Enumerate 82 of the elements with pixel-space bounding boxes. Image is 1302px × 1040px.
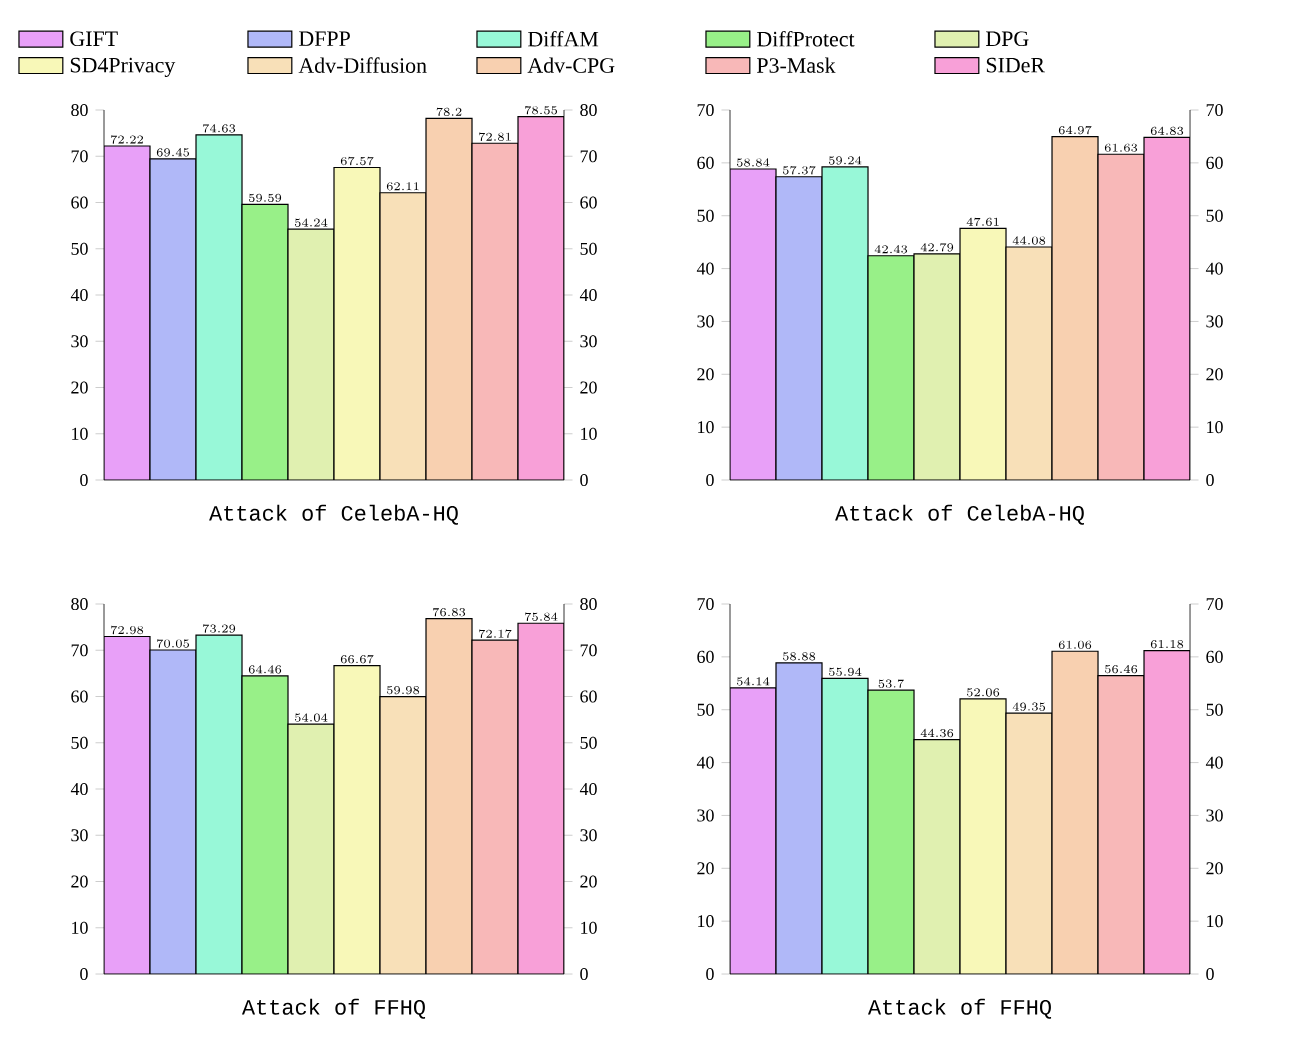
y2-tick-label: 40 <box>579 782 597 796</box>
y2-tick-label: 50 <box>1206 703 1223 716</box>
y2-tick-label: 10 <box>1207 421 1223 434</box>
legend-label: Adv-Diffusion <box>298 57 427 73</box>
legend-label: P3-Mask <box>757 57 836 73</box>
y-tick-label: 60 <box>697 156 714 169</box>
y2-tick-label: 80 <box>580 103 597 117</box>
y2-tick-label: 0 <box>1206 967 1214 981</box>
y2-tick-label: 60 <box>580 690 597 703</box>
y-tick-label: 30 <box>71 829 88 842</box>
y2-tick-label: 30 <box>580 335 597 348</box>
y2-tick-label: 70 <box>580 150 597 163</box>
y-tick-label: 60 <box>71 690 88 703</box>
y-tick-label: 40 <box>696 262 714 275</box>
y2-tick-label: 60 <box>1206 650 1223 663</box>
y2-tick-label: 80 <box>580 597 597 611</box>
text: Attack of CelebA-HQ <box>835 504 1084 525</box>
y-tick-label: 30 <box>697 809 714 822</box>
y2-tick-label: 10 <box>1207 915 1223 928</box>
y-tick-label: 0 <box>706 473 714 487</box>
y-tick-label: 40 <box>70 288 88 302</box>
y-tick-label: 0 <box>80 473 88 487</box>
y2-tick-label: 20 <box>580 381 597 394</box>
y-tick-label: 20 <box>697 862 714 875</box>
y-tick-label: 10 <box>698 915 714 928</box>
y-tick-label: 70 <box>71 644 88 657</box>
legend-label: DPG <box>986 31 1029 47</box>
legend-label: DFPP <box>299 31 350 46</box>
y2-tick-label: 30 <box>580 829 597 842</box>
y2-tick-label: 10 <box>581 427 597 440</box>
y2-tick-label: 40 <box>1205 756 1223 769</box>
legend-label: GIFT <box>70 31 118 47</box>
y-tick-label: 40 <box>70 782 88 796</box>
y2-tick-label: 70 <box>1206 597 1223 611</box>
y-tick-label: 80 <box>71 597 88 611</box>
text: Attack of FFHQ <box>867 998 1052 1019</box>
y-tick-label: 10 <box>72 427 88 440</box>
y2-tick-label: 40 <box>579 288 597 302</box>
y2-tick-label: 50 <box>1206 209 1223 222</box>
y-tick-label: 60 <box>71 196 88 209</box>
y2-tick-label: 20 <box>1206 368 1223 381</box>
y2-tick-label: 0 <box>1206 473 1214 487</box>
y2-tick-label: 30 <box>1206 809 1223 822</box>
y-tick-label: 10 <box>698 421 714 434</box>
legend-label: Adv-CPG <box>527 57 615 73</box>
y2-tick-label: 10 <box>581 921 597 934</box>
y2-tick-label: 40 <box>1205 262 1223 275</box>
y-tick-label: 60 <box>697 650 714 663</box>
y-tick-label: 70 <box>697 597 714 611</box>
y2-tick-label: 50 <box>580 242 597 255</box>
text: Attack of FFHQ <box>241 998 426 1019</box>
y-tick-label: 50 <box>71 242 88 255</box>
y-tick-label: 0 <box>80 967 88 981</box>
y-tick-label: 30 <box>71 335 88 348</box>
y2-tick-label: 60 <box>580 196 597 209</box>
y-tick-label: 80 <box>71 103 88 117</box>
y-tick-label: 50 <box>71 736 88 749</box>
y-tick-label: 10 <box>72 921 88 934</box>
y2-tick-label: 0 <box>580 967 588 981</box>
y-tick-label: 50 <box>697 209 714 222</box>
y2-tick-label: 70 <box>1206 103 1223 117</box>
y-tick-label: 20 <box>697 368 714 381</box>
y2-tick-label: 0 <box>580 473 588 487</box>
y-tick-label: 40 <box>696 756 714 769</box>
y-tick-label: 70 <box>697 103 714 117</box>
y2-tick-label: 50 <box>580 736 597 749</box>
y-tick-label: 20 <box>71 875 88 888</box>
legend-label: SD4Privacy <box>70 57 176 77</box>
y-tick-label: 20 <box>71 381 88 394</box>
legend-label: DiffAM <box>528 30 599 47</box>
text: Attack of CelebA-HQ <box>209 504 458 525</box>
y2-tick-label: 70 <box>580 644 597 657</box>
y2-tick-label: 20 <box>580 875 597 888</box>
y-tick-label: 30 <box>697 315 714 328</box>
y-tick-label: 70 <box>71 150 88 163</box>
y2-tick-label: 20 <box>1206 862 1223 875</box>
y2-tick-label: 30 <box>1206 315 1223 328</box>
legend-label: SIDeR <box>986 57 1046 73</box>
y-tick-label: 0 <box>706 967 714 981</box>
y2-tick-label: 60 <box>1206 156 1223 169</box>
legend-label: DiffProtect <box>757 30 855 47</box>
y-tick-label: 50 <box>697 703 714 716</box>
